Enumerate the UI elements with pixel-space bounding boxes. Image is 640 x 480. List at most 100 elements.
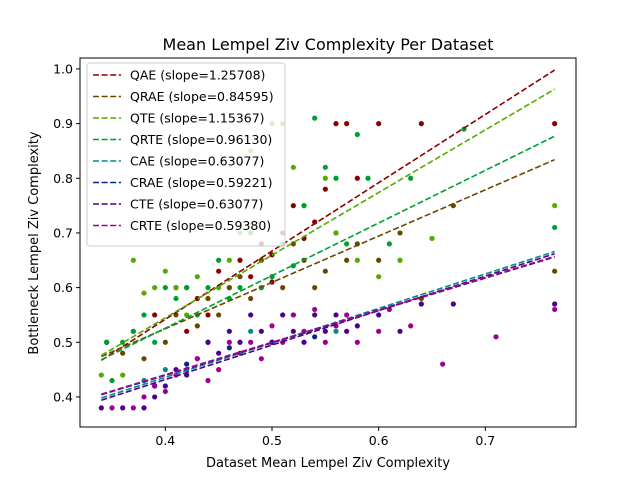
scatter-point: [141, 394, 147, 400]
y-axis-label: Bottleneck Lempel Ziv Complexity: [27, 131, 42, 354]
scatter-point: [344, 312, 350, 318]
scatter-point: [301, 203, 307, 209]
scatter-point: [141, 356, 147, 362]
scatter-point: [152, 312, 158, 318]
y-tick-label: 0.8: [53, 171, 73, 186]
scatter-point: [552, 268, 558, 274]
scatter-point: [216, 312, 222, 318]
scatter-point: [269, 323, 275, 329]
scatter-point: [333, 175, 339, 181]
scatter-point: [152, 383, 158, 389]
scatter-point: [184, 361, 190, 367]
scatter-point: [397, 257, 403, 263]
scatter-point: [429, 235, 435, 241]
scatter-point: [333, 328, 339, 334]
scatter-point: [312, 115, 318, 121]
scatter-point: [237, 285, 243, 291]
scatter-point: [354, 323, 360, 329]
scatter-point: [248, 339, 254, 345]
scatter-point: [226, 345, 232, 351]
scatter-point: [216, 350, 222, 356]
scatter-point: [141, 312, 147, 318]
scatter-point: [130, 328, 136, 334]
fit-line: [101, 255, 555, 395]
scatter-point: [258, 356, 264, 362]
scatter-point: [226, 257, 232, 263]
scatter-point: [450, 301, 456, 307]
scatter-point: [280, 285, 286, 291]
scatter-point: [493, 334, 499, 340]
scatter-points: [98, 115, 558, 411]
x-axis-ticks: 0.4 0.5 0.6 0.7: [155, 427, 495, 448]
legend: QAE (slope=1.25708) QRAE (slope=0.84595) Q…: [86, 62, 286, 247]
scatter-point: [152, 394, 158, 400]
x-axis-label: Dataset Mean Lempel Ziv Complexity: [206, 456, 450, 471]
scatter-point: [397, 328, 403, 334]
scatter-point: [322, 175, 328, 181]
fit-line: [101, 158, 555, 358]
scatter-point: [120, 405, 126, 411]
plot-frame: [79, 57, 577, 428]
fit-line: [100, 135, 556, 361]
scatter-point: [344, 121, 350, 127]
scatter-point: [152, 285, 158, 291]
scatter-point: [248, 312, 254, 318]
x-tick-label: 0.4: [155, 433, 175, 448]
y-tick-label: 0.6: [53, 280, 73, 295]
x-tick-label: 0.5: [262, 433, 282, 448]
scatter-point: [194, 356, 200, 362]
scatter-point: [226, 285, 232, 291]
scatter-point: [344, 241, 350, 247]
scatter-point: [162, 383, 168, 389]
scatter-point: [354, 339, 360, 345]
scatter-point: [344, 257, 350, 263]
scatter-point: [376, 328, 382, 334]
scatter-point: [152, 339, 158, 345]
scatter-point: [333, 312, 339, 318]
scatter-point: [376, 312, 382, 318]
scatter-point: [333, 230, 339, 236]
y-tick-label: 1.0: [53, 61, 73, 76]
legend-label: CRAE (slope=0.59221): [130, 175, 273, 190]
scatter-point: [237, 339, 243, 345]
scatter-point: [162, 339, 168, 345]
scatter-point: [322, 186, 328, 192]
y-tick-label: 0.5: [53, 335, 73, 350]
scatter-point: [109, 377, 115, 384]
scatter-point: [216, 257, 222, 263]
y-axis-ticks: 0.4 0.5 0.6 0.7 0.8 0.9 1.0: [53, 61, 80, 404]
scatter-point: [216, 268, 222, 274]
scatter-point: [162, 268, 168, 274]
scatter-point: [248, 295, 254, 302]
scatter-point: [120, 339, 126, 345]
scatter-point: [130, 257, 136, 263]
legend-label: CAE (slope=0.63077): [130, 154, 264, 169]
scatter-point: [365, 175, 371, 181]
scatter-point: [226, 328, 232, 334]
scatter-point: [290, 203, 296, 209]
scatter-point: [248, 328, 254, 334]
scatter-point: [312, 285, 318, 291]
scatter-point: [173, 295, 179, 302]
scatter-point: [322, 164, 328, 170]
scatter-point: [258, 328, 264, 334]
scatter-point: [280, 312, 286, 318]
scatter-point: [194, 274, 200, 280]
scatter-point: [162, 367, 168, 373]
scatter-point: [194, 323, 200, 329]
y-tick-label: 0.9: [53, 116, 73, 131]
scatter-point: [120, 372, 126, 378]
scatter-point: [216, 367, 222, 373]
scatter-point: [130, 405, 136, 411]
scatter-point: [290, 164, 296, 170]
scatter-point: [397, 230, 403, 236]
scatter-point: [552, 121, 558, 127]
scatter-point: [312, 334, 318, 340]
scatter-point: [162, 285, 168, 291]
scatter-point: [226, 339, 232, 345]
scatter-point: [205, 285, 211, 291]
scatter-point: [184, 328, 190, 334]
scatter-point: [98, 405, 104, 411]
y-tick-label: 0.4: [53, 389, 73, 404]
